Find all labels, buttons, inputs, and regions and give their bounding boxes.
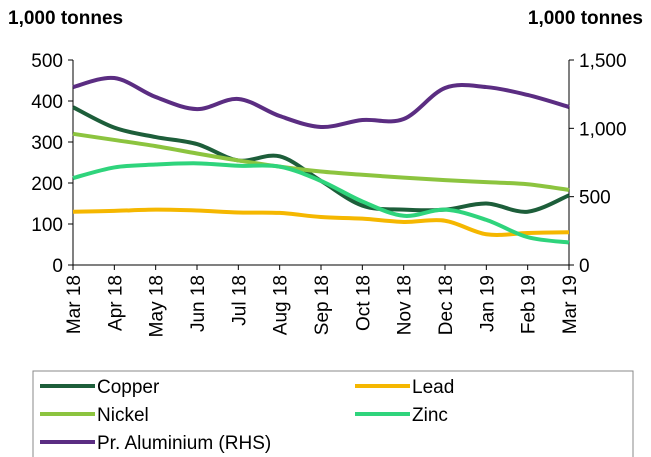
y-tick-label: 0 <box>52 256 63 277</box>
legend-label: Copper <box>97 377 160 398</box>
x-tick-label: Nov 18 <box>395 275 416 335</box>
legend-label: Nickel <box>97 405 149 426</box>
legend-label: Pr. Aluminium (RHS) <box>97 433 271 454</box>
series-line <box>72 207 570 237</box>
x-tick-label: Sep 18 <box>312 275 333 335</box>
series-line <box>72 75 570 129</box>
legend-label: Zinc <box>412 405 448 426</box>
x-tick-label: Jul 18 <box>229 275 250 326</box>
x-tick-label: Jan 19 <box>477 275 498 332</box>
x-tick-label: Mar 18 <box>64 275 85 334</box>
legend-box <box>32 370 634 457</box>
legend-label: Lead <box>412 377 454 398</box>
series-line <box>72 105 570 214</box>
x-tick-label: Oct 18 <box>353 275 374 331</box>
y-tick-label: 500 <box>31 51 63 72</box>
y-tick-label: 200 <box>31 174 63 195</box>
series-line <box>72 131 570 192</box>
x-tick-label: Jun 18 <box>188 275 209 332</box>
x-tick-label: Dec 18 <box>436 275 457 335</box>
y-tick-label: 300 <box>31 133 63 154</box>
y2-tick-label: 1,500 <box>579 51 627 72</box>
y-axis-label: 1,000 tonnes <box>8 8 123 29</box>
y2-tick-label: 1,000 <box>579 119 627 140</box>
x-tick-label: Feb 19 <box>519 275 540 334</box>
x-tick-label: Aug 18 <box>271 275 292 335</box>
series-line <box>72 161 570 245</box>
y2-tick-label: 0 <box>579 256 590 277</box>
x-tick-label: Apr 18 <box>105 275 126 331</box>
x-tick-label: May 18 <box>147 275 168 337</box>
y2-tick-label: 500 <box>579 188 611 209</box>
x-tick-label: Mar 19 <box>560 275 581 334</box>
y2-axis-label: 1,000 tonnes <box>528 8 643 29</box>
y-tick-label: 100 <box>31 215 63 236</box>
y-tick-label: 400 <box>31 92 63 113</box>
